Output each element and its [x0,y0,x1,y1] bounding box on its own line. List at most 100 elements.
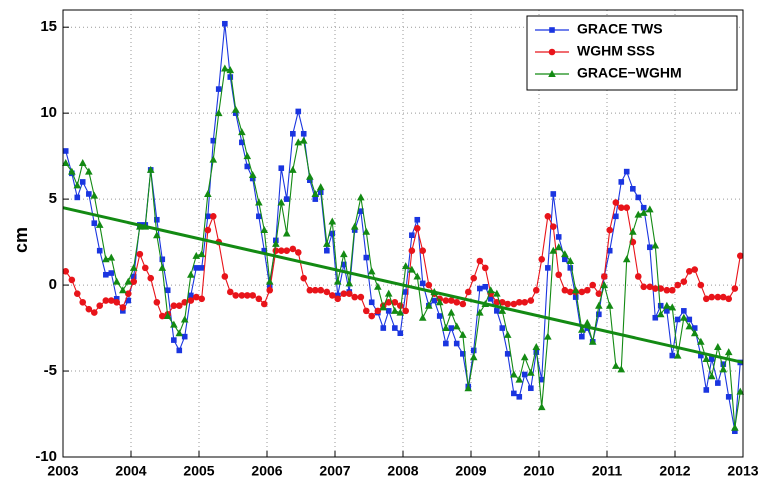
marker [226,288,234,296]
marker [222,20,228,27]
marker [612,361,620,369]
marker [124,290,132,297]
marker [62,148,69,154]
y-tick-label: 10 [40,104,57,121]
marker [170,320,178,328]
marker [255,295,263,303]
marker [561,286,569,294]
marker [656,310,665,318]
marker [113,298,121,306]
marker [62,268,70,275]
marker [238,292,246,299]
marker [680,278,688,285]
marker [159,256,166,263]
marker [453,298,461,306]
marker [469,353,478,361]
marker [578,288,586,296]
marker [312,196,319,202]
marker [402,289,409,295]
marker [703,387,710,393]
marker [198,295,206,303]
marker [544,332,552,340]
marker [606,226,614,234]
marker [629,227,637,235]
marker [419,280,426,287]
marker [96,247,103,254]
y-tick-label: 15 [40,18,57,35]
marker [567,265,574,271]
legend-label: WGHM SSS [577,43,655,59]
marker [732,428,738,435]
marker [639,208,648,216]
marker [646,283,654,291]
plot-frame [62,9,744,458]
marker [657,302,664,309]
marker [528,385,534,392]
marker [300,274,308,282]
marker [481,264,489,272]
marker [176,347,183,354]
marker [249,292,257,299]
marker [221,64,229,72]
marker [724,348,733,356]
marker [669,352,676,359]
marker [374,307,382,315]
marker [425,301,433,309]
marker [107,253,116,261]
marker [154,216,160,223]
marker [538,376,545,383]
marker [73,181,82,189]
marker [435,298,444,306]
marker [317,189,324,196]
marker [544,213,552,220]
marker [125,297,132,304]
marker [691,325,698,331]
marker [538,255,546,263]
marker [460,351,466,357]
marker [698,352,704,359]
marker [571,286,580,294]
marker [617,204,625,212]
marker [79,179,86,185]
marker [470,347,477,354]
marker [697,337,705,345]
marker [367,267,376,275]
marker [244,163,251,170]
marker [227,74,234,80]
marker [215,86,222,92]
marker [261,247,268,254]
marker [158,312,166,320]
marker [311,189,320,197]
marker [113,296,120,302]
marker [299,136,308,144]
marker [362,307,370,315]
marker [549,246,558,254]
marker [204,226,212,234]
marker [221,273,229,280]
marker [548,48,556,56]
marker [188,292,194,299]
legend-label: GRACE−WGHM [577,65,682,81]
marker [668,303,677,311]
legend: GRACE TWS WGHM SSS GRACE−WGHM [526,15,738,91]
marker [249,175,256,182]
marker [554,243,563,251]
marker [374,282,382,290]
marker [136,250,144,258]
marker [108,270,115,276]
marker [266,286,274,294]
marker [255,198,263,206]
marker [612,199,620,206]
marker [328,217,337,225]
marker [119,304,127,311]
marker [379,303,388,311]
marker [239,139,245,146]
marker [210,137,217,144]
marker [214,109,223,117]
marker [397,330,404,337]
marker [351,293,359,301]
marker [725,394,732,400]
marker [527,368,535,376]
marker [170,302,178,310]
marker [316,183,325,191]
